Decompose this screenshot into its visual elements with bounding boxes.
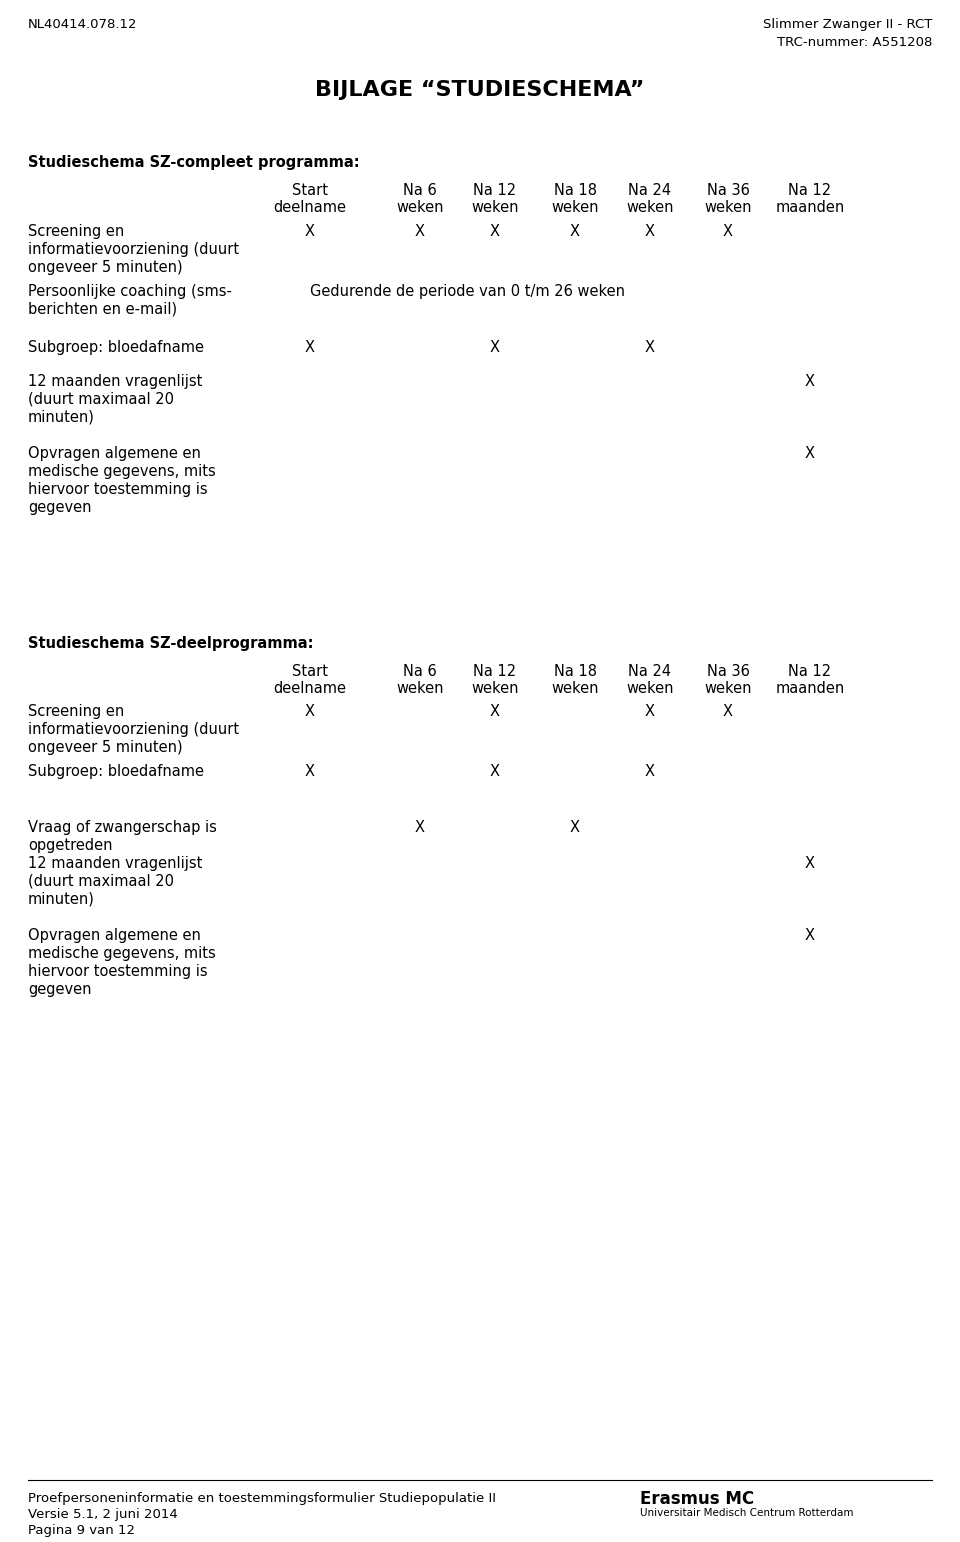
Text: X: X xyxy=(490,705,500,719)
Text: Screening en: Screening en xyxy=(28,224,124,239)
Text: X: X xyxy=(723,705,733,719)
Text: Na 12: Na 12 xyxy=(788,665,831,678)
Text: NL40414.078.12: NL40414.078.12 xyxy=(28,19,137,31)
Text: X: X xyxy=(415,224,425,239)
Text: hiervoor toestemming is: hiervoor toestemming is xyxy=(28,483,207,497)
Text: weken: weken xyxy=(626,200,674,214)
Text: X: X xyxy=(723,224,733,239)
Text: berichten en e-mail): berichten en e-mail) xyxy=(28,302,178,318)
Text: Slimmer Zwanger II - RCT: Slimmer Zwanger II - RCT xyxy=(762,19,932,31)
Text: opgetreden: opgetreden xyxy=(28,837,112,853)
Text: (duurt maximaal 20: (duurt maximaal 20 xyxy=(28,392,174,407)
Text: Start: Start xyxy=(292,665,328,678)
Text: 12 maanden vragenlijst: 12 maanden vragenlijst xyxy=(28,856,203,871)
Text: minuten): minuten) xyxy=(28,410,95,426)
Text: Na 12: Na 12 xyxy=(473,665,516,678)
Text: X: X xyxy=(570,224,580,239)
Text: 12 maanden vragenlijst: 12 maanden vragenlijst xyxy=(28,375,203,389)
Text: X: X xyxy=(805,856,815,871)
Text: BIJLAGE “STUDIESCHEMA”: BIJLAGE “STUDIESCHEMA” xyxy=(315,80,645,100)
Text: Na 24: Na 24 xyxy=(629,665,672,678)
Text: weken: weken xyxy=(396,682,444,695)
Text: Na 12: Na 12 xyxy=(473,183,516,197)
Text: X: X xyxy=(645,705,655,719)
Text: hiervoor toestemming is: hiervoor toestemming is xyxy=(28,964,207,979)
Text: weken: weken xyxy=(705,200,752,214)
Text: gegeven: gegeven xyxy=(28,982,91,998)
Text: medische gegevens, mits: medische gegevens, mits xyxy=(28,464,216,480)
Text: Na 18: Na 18 xyxy=(554,665,596,678)
Text: X: X xyxy=(490,224,500,239)
Text: X: X xyxy=(645,763,655,779)
Text: X: X xyxy=(570,820,580,836)
Text: X: X xyxy=(305,705,315,719)
Text: medische gegevens, mits: medische gegevens, mits xyxy=(28,945,216,961)
Text: X: X xyxy=(805,375,815,389)
Text: X: X xyxy=(415,820,425,836)
Text: weken: weken xyxy=(471,200,518,214)
Text: Opvragen algemene en: Opvragen algemene en xyxy=(28,928,201,944)
Text: X: X xyxy=(305,224,315,239)
Text: Na 6: Na 6 xyxy=(403,665,437,678)
Text: TRC-nummer: A551208: TRC-nummer: A551208 xyxy=(777,35,932,49)
Text: Na 36: Na 36 xyxy=(707,183,750,197)
Text: ongeveer 5 minuten): ongeveer 5 minuten) xyxy=(28,740,182,756)
Text: weken: weken xyxy=(471,682,518,695)
Text: Na 24: Na 24 xyxy=(629,183,672,197)
Text: Persoonlijke coaching (sms-: Persoonlijke coaching (sms- xyxy=(28,284,232,299)
Text: Subgroep: bloedafname: Subgroep: bloedafname xyxy=(28,763,204,779)
Text: Vraag of zwangerschap is: Vraag of zwangerschap is xyxy=(28,820,217,836)
Text: weken: weken xyxy=(551,200,599,214)
Text: informatievoorziening (duurt: informatievoorziening (duurt xyxy=(28,242,239,258)
Text: Pagina 9 van 12: Pagina 9 van 12 xyxy=(28,1523,135,1537)
Text: deelname: deelname xyxy=(274,682,347,695)
Text: Opvragen algemene en: Opvragen algemene en xyxy=(28,446,201,461)
Text: Proefpersoneninformatie en toestemmingsformulier Studiepopulatie II: Proefpersoneninformatie en toestemmingsf… xyxy=(28,1493,496,1505)
Text: weken: weken xyxy=(396,200,444,214)
Text: Erasmus MC: Erasmus MC xyxy=(640,1490,755,1508)
Text: gegeven: gegeven xyxy=(28,500,91,515)
Text: X: X xyxy=(645,224,655,239)
Text: (duurt maximaal 20: (duurt maximaal 20 xyxy=(28,874,174,890)
Text: informatievoorziening (duurt: informatievoorziening (duurt xyxy=(28,722,239,737)
Text: Studieschema SZ-deelprogramma:: Studieschema SZ-deelprogramma: xyxy=(28,635,314,651)
Text: maanden: maanden xyxy=(776,200,845,214)
Text: minuten): minuten) xyxy=(28,891,95,907)
Text: Start: Start xyxy=(292,183,328,197)
Text: Na 18: Na 18 xyxy=(554,183,596,197)
Text: weken: weken xyxy=(551,682,599,695)
Text: X: X xyxy=(805,446,815,461)
Text: X: X xyxy=(305,763,315,779)
Text: weken: weken xyxy=(705,682,752,695)
Text: Versie 5.1, 2 juni 2014: Versie 5.1, 2 juni 2014 xyxy=(28,1508,178,1520)
Text: Gedurende de periode van 0 t/m 26 weken: Gedurende de periode van 0 t/m 26 weken xyxy=(310,284,625,299)
Text: X: X xyxy=(490,763,500,779)
Text: Na 36: Na 36 xyxy=(707,665,750,678)
Text: X: X xyxy=(305,339,315,355)
Text: X: X xyxy=(490,339,500,355)
Text: ongeveer 5 minuten): ongeveer 5 minuten) xyxy=(28,261,182,274)
Text: maanden: maanden xyxy=(776,682,845,695)
Text: Subgroep: bloedafname: Subgroep: bloedafname xyxy=(28,339,204,355)
Text: weken: weken xyxy=(626,682,674,695)
Text: Na 6: Na 6 xyxy=(403,183,437,197)
Text: X: X xyxy=(645,339,655,355)
Text: Studieschema SZ-compleet programma:: Studieschema SZ-compleet programma: xyxy=(28,156,360,170)
Text: Universitair Medisch Centrum Rotterdam: Universitair Medisch Centrum Rotterdam xyxy=(640,1508,853,1517)
Text: deelname: deelname xyxy=(274,200,347,214)
Text: Na 12: Na 12 xyxy=(788,183,831,197)
Text: Screening en: Screening en xyxy=(28,705,124,719)
Text: X: X xyxy=(805,928,815,944)
